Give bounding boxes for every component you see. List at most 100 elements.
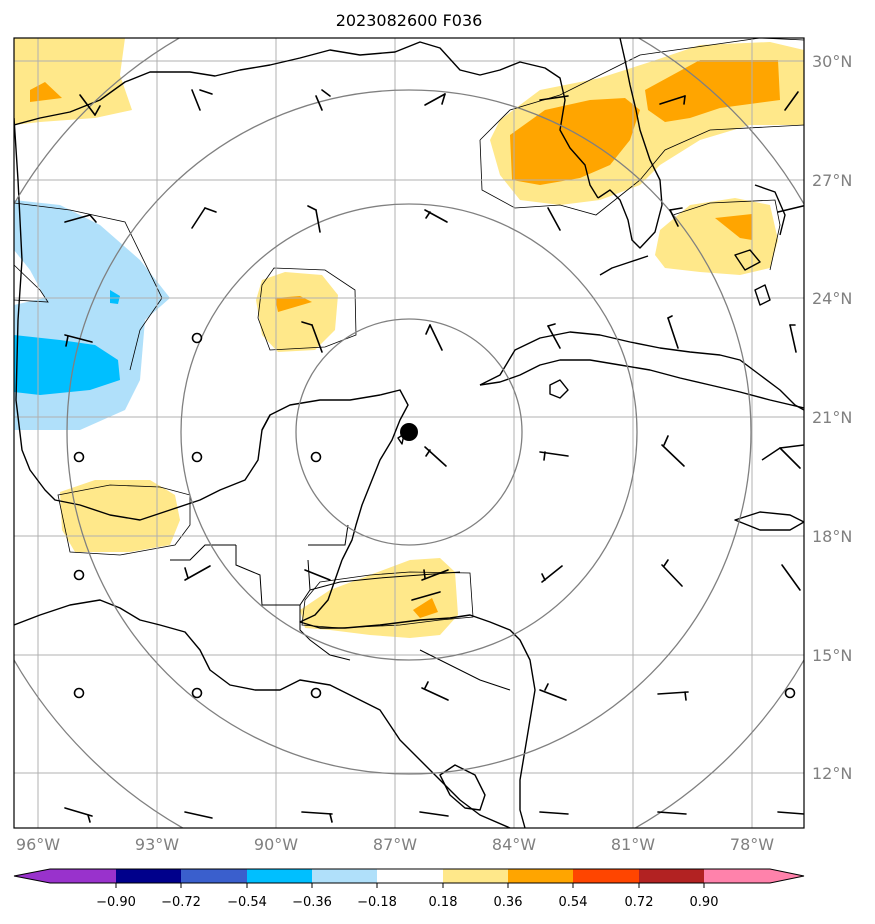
wind-barb [425, 324, 443, 351]
colorbar-seg [14, 869, 50, 883]
colorbar-seg [181, 869, 247, 883]
lon-label: 78°W [730, 835, 774, 854]
lon-label: 87°W [373, 835, 417, 854]
colorbar-tick-label: 0.72 [625, 895, 654, 910]
colorbar-tick-label: 0.54 [559, 895, 588, 910]
latitude-labels: 30°N 27°N 24°N 21°N 18°N 15°N 12°N [812, 52, 852, 783]
wind-barb [539, 95, 569, 101]
colorbar-seg [50, 869, 116, 883]
wind-barb [64, 214, 97, 223]
significance-contours [14, 38, 804, 629]
wind-barb [411, 591, 441, 601]
wind-barb [779, 447, 801, 469]
anomaly-blue-spot [110, 290, 120, 304]
wind-barb [304, 569, 331, 581]
lat-label: 21°N [812, 408, 852, 427]
lat-label: 24°N [812, 289, 852, 308]
colorbar-seg [770, 869, 804, 883]
wind-barb [191, 207, 217, 229]
wind-barb [424, 446, 447, 467]
wind-barb [191, 89, 213, 111]
wind-barb [419, 811, 449, 817]
calm-marker [191, 332, 203, 344]
calm-marker [191, 687, 203, 699]
wind-barb [661, 435, 685, 467]
colorbar-seg [508, 869, 573, 883]
anomaly-yellow-nw [14, 38, 132, 125]
wind-barb [539, 811, 569, 815]
calm-marker [73, 451, 85, 463]
colorbar-seg [704, 869, 770, 883]
wind-barb [777, 205, 804, 213]
anomaly-orange-bahamas [715, 214, 752, 240]
colorbar-tick-label: 0.90 [690, 895, 719, 910]
wind-barb [661, 559, 683, 587]
wind-barb [424, 93, 446, 106]
wind-barb [424, 209, 448, 223]
calm-marker [73, 687, 85, 699]
wind-barb [301, 811, 333, 823]
wind-barb [659, 95, 686, 105]
colorbar-seg [573, 869, 639, 883]
storm-center-marker [400, 423, 418, 441]
wind-barb [307, 205, 321, 233]
colorbar-seg [639, 869, 704, 883]
colorbar-tick-label: −0.36 [292, 895, 332, 910]
wind-barb [657, 811, 687, 815]
wind-barb [789, 324, 797, 353]
map-frame [13, 37, 805, 829]
wind-barb [539, 451, 569, 461]
colorbar-tick-label: −0.72 [161, 895, 201, 910]
wind-barb [421, 681, 449, 701]
wind-barb [79, 94, 101, 116]
wind-barb [64, 807, 93, 823]
lat-label: 18°N [812, 527, 852, 546]
colorbar-seg [247, 869, 312, 883]
lat-label: 15°N [812, 646, 852, 665]
coastlines [14, 38, 804, 828]
wind-barb [315, 89, 331, 111]
lon-label: 96°W [16, 835, 60, 854]
lon-label: 84°W [492, 835, 536, 854]
map-area [14, 38, 804, 828]
borders [170, 524, 511, 691]
wind-barb [547, 207, 561, 231]
colorbar-seg [312, 869, 377, 883]
wind-barb [669, 207, 683, 227]
longitude-labels: 96°W 93°W 90°W 87°W 84°W 81°W 78°W [16, 835, 774, 854]
lat-label: 27°N [812, 171, 852, 190]
calm-marker [73, 569, 85, 581]
colorbar-seg [116, 869, 181, 883]
calm-marker [310, 451, 322, 463]
colorbar-tick-label: −0.18 [357, 895, 397, 910]
wind-barb [667, 315, 679, 349]
lon-label: 90°W [254, 835, 298, 854]
wind-barb [547, 323, 561, 349]
wind-barb [421, 569, 449, 581]
colorbar-tick-label: −0.90 [96, 895, 136, 910]
anomaly-orange-central [275, 296, 312, 312]
wind-barbs [64, 89, 804, 823]
wind-barb [781, 564, 801, 591]
lat-label: 12°N [812, 764, 852, 783]
colorbar-tick-label: 0.36 [494, 895, 523, 910]
anomaly-orange-honduras [413, 598, 438, 618]
map-title: 2023082600 F036 [336, 11, 483, 30]
lon-label: 93°W [135, 835, 179, 854]
wind-barb [784, 91, 799, 111]
wind-barb [64, 334, 93, 347]
anomaly-yellow-honduras [300, 558, 458, 638]
calm-marker [191, 451, 203, 463]
wind-barb [541, 565, 563, 583]
wind-barb [539, 683, 567, 701]
colorbar-outline [13, 868, 805, 884]
wind-barb [301, 321, 323, 353]
distance-rings [14, 38, 804, 828]
lon-label: 81°W [611, 835, 655, 854]
calm-marker [310, 687, 322, 699]
anomaly-blue-west [14, 335, 120, 395]
anomaly-orange-florida [510, 98, 640, 185]
colorbar-seg [443, 869, 508, 883]
shaded-field [14, 38, 804, 638]
